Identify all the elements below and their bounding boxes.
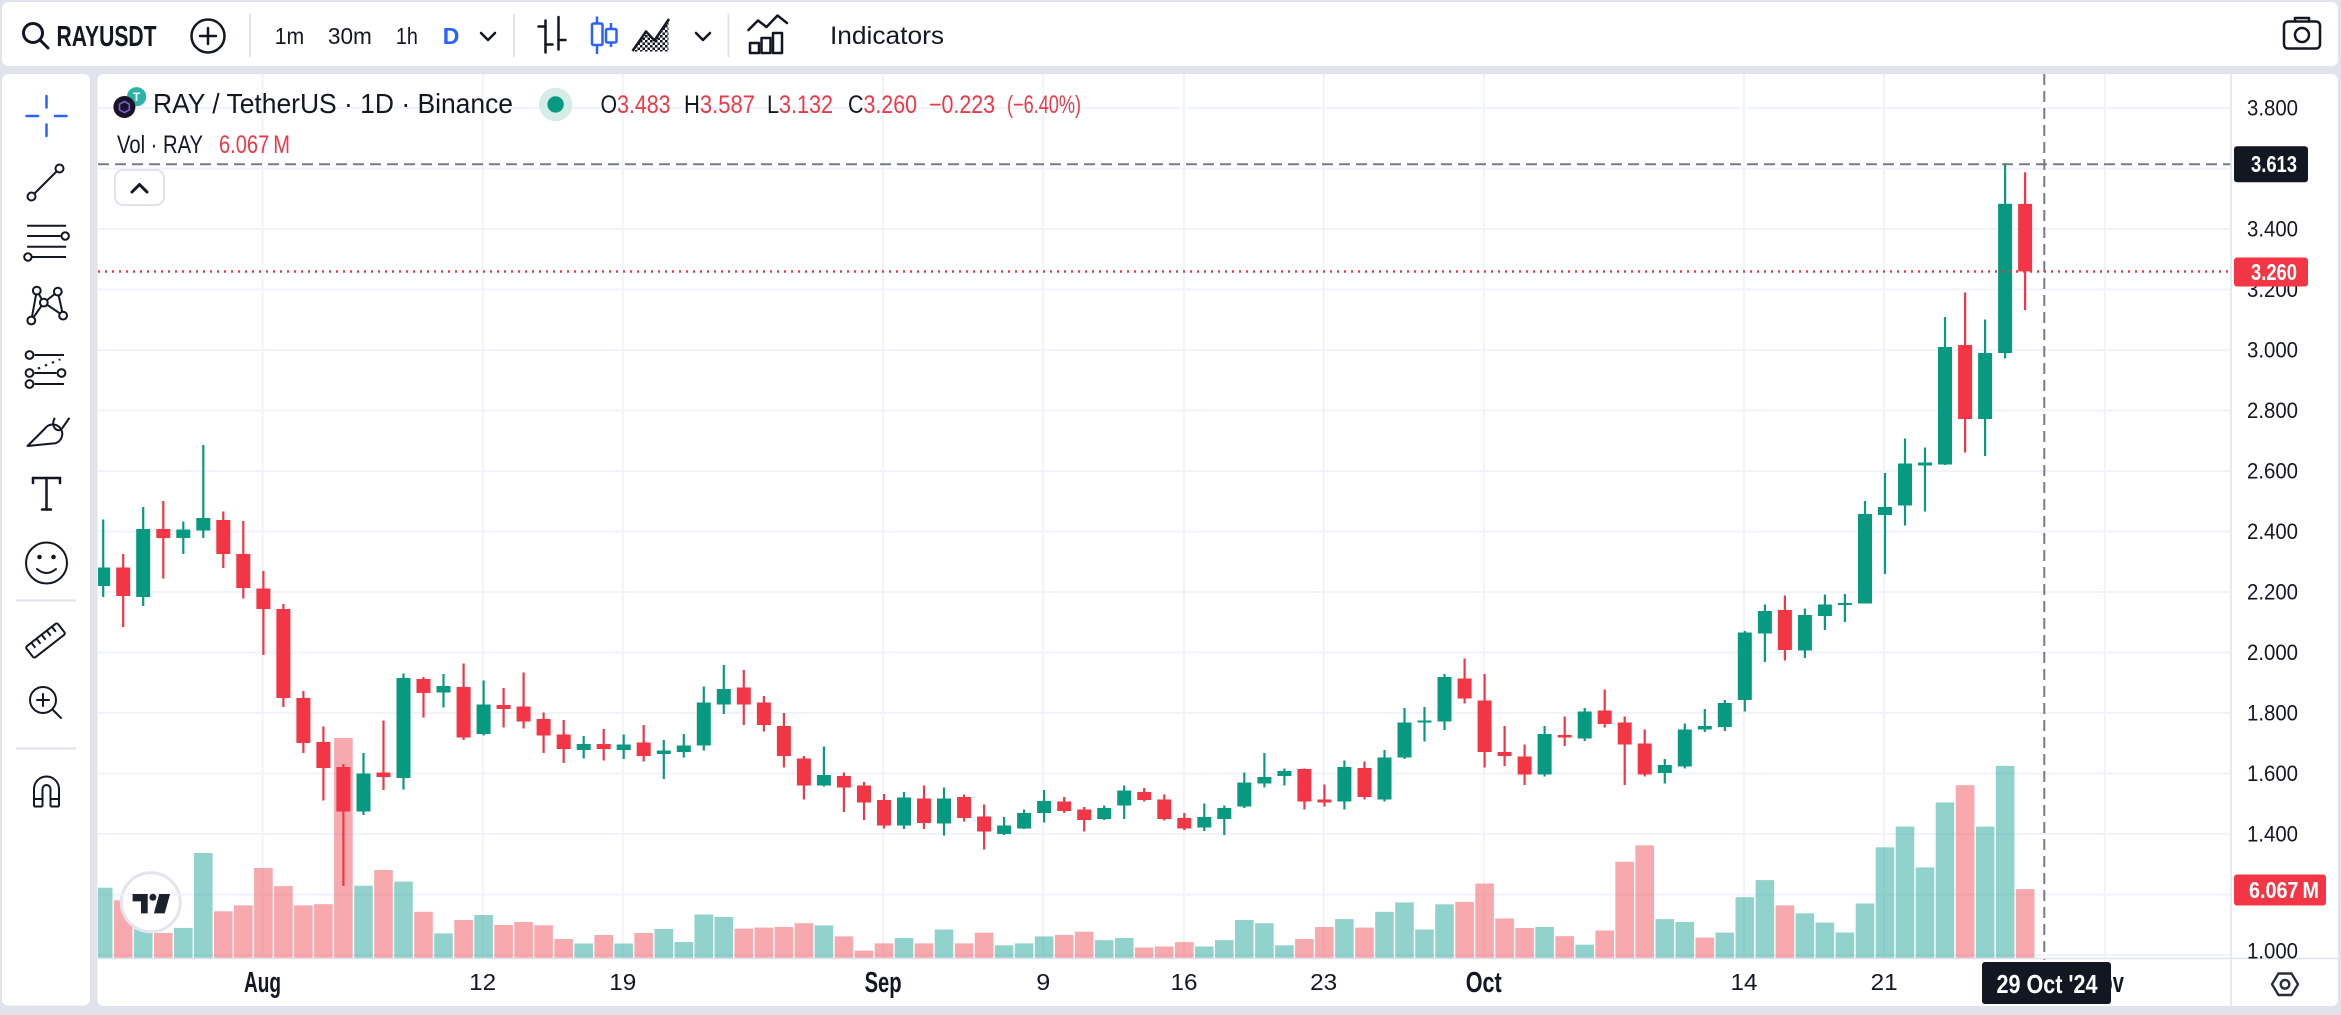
svg-text:3.260: 3.260 <box>2251 259 2297 285</box>
svg-text:H3.587: H3.587 <box>684 91 755 119</box>
svg-text:C3.260: C3.260 <box>848 91 917 119</box>
svg-text:6.067 M: 6.067 M <box>2249 877 2319 903</box>
svg-text:2.200: 2.200 <box>2247 580 2298 605</box>
svg-text:D: D <box>443 23 460 49</box>
svg-text:3.000: 3.000 <box>2247 338 2298 363</box>
svg-text:3.800: 3.800 <box>2247 96 2298 121</box>
svg-text:1.800: 1.800 <box>2247 701 2298 726</box>
svg-text:30m: 30m <box>328 23 372 49</box>
svg-text:3.613: 3.613 <box>2251 151 2297 177</box>
svg-text:2.800: 2.800 <box>2247 398 2298 423</box>
svg-text:1.600: 1.600 <box>2247 761 2298 786</box>
svg-text:1.000: 1.000 <box>2247 939 2298 964</box>
svg-text:Oct: Oct <box>1466 967 1502 999</box>
svg-text:1.400: 1.400 <box>2247 822 2298 847</box>
svg-text:L3.132: L3.132 <box>767 91 833 119</box>
svg-text:Vol · RAY: Vol · RAY <box>117 131 203 159</box>
svg-text:12: 12 <box>469 969 496 995</box>
svg-text:RAYUSDT: RAYUSDT <box>57 21 157 53</box>
svg-text:14: 14 <box>1731 969 1758 995</box>
svg-text:2.000: 2.000 <box>2247 640 2298 665</box>
svg-text:O3.483: O3.483 <box>601 91 671 119</box>
svg-text:1m: 1m <box>275 23 305 49</box>
svg-text:T: T <box>133 90 141 104</box>
svg-text:19: 19 <box>609 969 636 995</box>
svg-text:29 Oct '24: 29 Oct '24 <box>1997 969 2098 999</box>
svg-text:3.400: 3.400 <box>2247 217 2298 242</box>
svg-text:RAY / TetherUS · 1D · Binance: RAY / TetherUS · 1D · Binance <box>153 88 513 119</box>
svg-text:Indicators: Indicators <box>830 22 944 50</box>
svg-text:−0.223: −0.223 <box>929 91 995 119</box>
svg-text:16: 16 <box>1171 969 1198 995</box>
svg-text:Aug: Aug <box>244 967 281 999</box>
svg-text:9: 9 <box>1036 969 1050 995</box>
svg-text:23: 23 <box>1310 969 1337 995</box>
svg-text:2.600: 2.600 <box>2247 459 2298 484</box>
svg-text:Sep: Sep <box>865 967 902 999</box>
svg-text:21: 21 <box>1871 969 1898 995</box>
svg-text:2.400: 2.400 <box>2247 519 2298 544</box>
svg-text:1h: 1h <box>396 23 418 49</box>
svg-text:(−6.40%): (−6.40%) <box>1007 91 1081 119</box>
svg-text:6.067 M: 6.067 M <box>219 131 290 159</box>
